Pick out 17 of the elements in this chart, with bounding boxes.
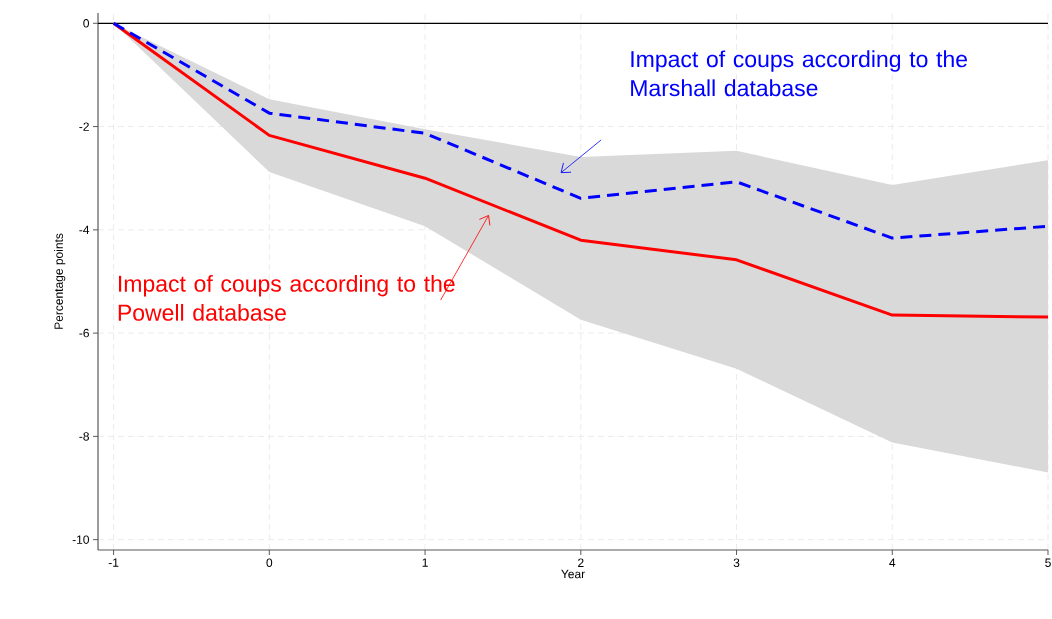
x-tick-label: 5 [1045,558,1051,567]
annotation: Impact of coups according to the Powell database [118,274,455,321]
x-tick-label: 3 [733,558,740,568]
x-axis-title: Year [561,569,585,579]
y-tick-label: 0 [83,19,90,28]
x-tick-label: 1 [422,558,428,567]
x-tick-label: 4 [889,558,896,567]
x-tick-label: 0 [266,558,273,568]
y-tick-label: -2 [79,122,89,131]
y-tick-label: -8 [79,432,89,441]
y-tick-label: -10 [72,535,90,544]
y-tick-label: -6 [79,328,89,338]
y-axis-title: Percentage points [54,233,66,329]
x-tick-label: -1 [108,558,119,567]
x-tick-label: 2 [578,558,584,567]
y-tick-label: -4 [79,225,90,234]
annotation: Impact of coups according to the Marshall database [631,50,967,97]
